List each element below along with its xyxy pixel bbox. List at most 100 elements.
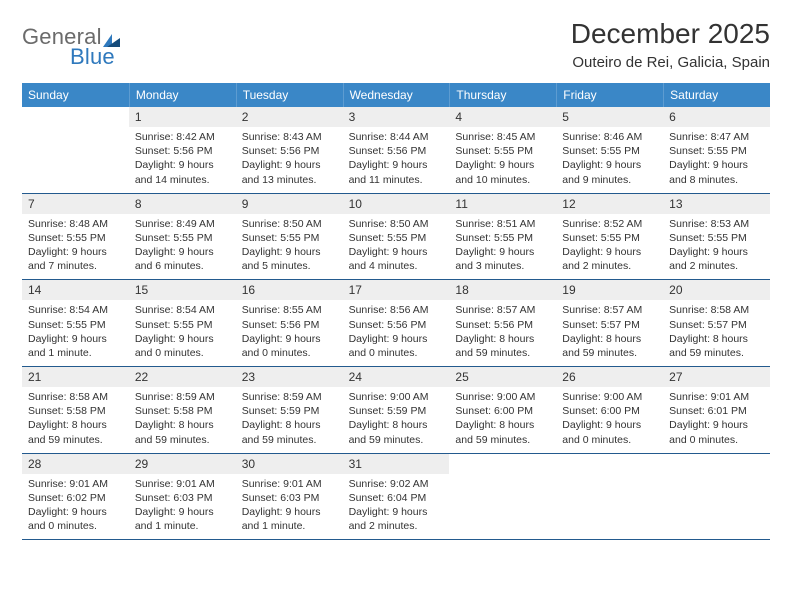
day-number: 3: [343, 107, 450, 127]
day-details: Sunrise: 8:54 AMSunset: 5:55 PMDaylight:…: [22, 303, 129, 360]
day-cell: [556, 454, 663, 540]
day-number: 29: [129, 454, 236, 474]
day-details: Sunrise: 8:52 AMSunset: 5:55 PMDaylight:…: [556, 217, 663, 274]
sunset-text: Sunset: 5:56 PM: [242, 144, 337, 158]
sunrise-text: Sunrise: 8:58 AM: [669, 303, 764, 317]
day-details: Sunrise: 8:50 AMSunset: 5:55 PMDaylight:…: [343, 217, 450, 274]
day-details: Sunrise: 8:47 AMSunset: 5:55 PMDaylight:…: [663, 130, 770, 187]
daylight-text: Daylight: 9 hours and 1 minute.: [135, 505, 230, 533]
sunrise-text: Sunrise: 8:47 AM: [669, 130, 764, 144]
daylight-text: Daylight: 9 hours and 2 minutes.: [349, 505, 444, 533]
day-cell: 14 Sunrise: 8:54 AMSunset: 5:55 PMDayligh…: [22, 280, 129, 366]
day-number: 26: [556, 367, 663, 387]
sunrise-text: Sunrise: 8:49 AM: [135, 217, 230, 231]
day-number: 27: [663, 367, 770, 387]
day-cell: 22Sunrise: 8:59 AMSunset: 5:58 PMDayligh…: [129, 367, 236, 453]
sunrise-text: Sunrise: 8:43 AM: [242, 130, 337, 144]
day-details: Sunrise: 8:46 AMSunset: 5:55 PMDaylight:…: [556, 130, 663, 187]
day-details: Sunrise: 8:44 AMSunset: 5:56 PMDaylight:…: [343, 130, 450, 187]
day-number: 25: [449, 367, 556, 387]
sunrise-text: Sunrise: 9:01 AM: [669, 390, 764, 404]
sunrise-text: Sunrise: 9:01 AM: [135, 477, 230, 491]
day-details: Sunrise: 8:59 AMSunset: 5:59 PMDaylight:…: [236, 390, 343, 447]
daylight-text: Daylight: 9 hours and 8 minutes.: [669, 158, 764, 186]
day-cell: 10Sunrise: 8:50 AMSunset: 5:55 PMDayligh…: [343, 194, 450, 280]
daylight-text: Daylight: 9 hours and 0 minutes.: [562, 418, 657, 446]
daylight-text: Daylight: 8 hours and 59 minutes.: [28, 418, 123, 446]
day-details: Sunrise: 9:02 AMSunset: 6:04 PMDaylight:…: [343, 477, 450, 534]
day-cell: 6Sunrise: 8:47 AMSunset: 5:55 PMDaylight…: [663, 107, 770, 193]
day-cell: [22, 107, 129, 193]
day-details: Sunrise: 8:53 AMSunset: 5:55 PMDaylight:…: [663, 217, 770, 274]
day-cell: 23Sunrise: 8:59 AMSunset: 5:59 PMDayligh…: [236, 367, 343, 453]
daylight-text: Daylight: 9 hours and 6 minutes.: [135, 245, 230, 273]
location-text: Outeiro de Rei, Galicia, Spain: [571, 54, 770, 71]
weekday-header: Sunday: [22, 83, 129, 107]
sunset-text: Sunset: 5:58 PM: [28, 404, 123, 418]
day-details: Sunrise: 8:55 AMSunset: 5:56 PMDaylight:…: [236, 303, 343, 360]
sunset-text: Sunset: 6:03 PM: [135, 491, 230, 505]
sunrise-text: Sunrise: 9:00 AM: [349, 390, 444, 404]
sunrise-text: Sunrise: 8:45 AM: [455, 130, 550, 144]
sunrise-text: Sunrise: 8:58 AM: [28, 390, 123, 404]
day-number: [449, 454, 556, 460]
daylight-text: Daylight: 9 hours and 2 minutes.: [562, 245, 657, 273]
day-number: 14: [22, 280, 129, 300]
day-cell: 21 Sunrise: 8:58 AMSunset: 5:58 PMDayligh…: [22, 367, 129, 453]
daylight-text: Daylight: 9 hours and 1 minute.: [28, 332, 123, 360]
day-details: Sunrise: 8:48 AMSunset: 5:55 PMDaylight:…: [22, 217, 129, 274]
sunrise-text: Sunrise: 9:00 AM: [455, 390, 550, 404]
daylight-text: Daylight: 9 hours and 7 minutes.: [28, 245, 123, 273]
day-details: Sunrise: 8:42 AMSunset: 5:56 PMDaylight:…: [129, 130, 236, 187]
day-number: 7: [22, 194, 129, 214]
day-details: Sunrise: 8:59 AMSunset: 5:58 PMDaylight:…: [129, 390, 236, 447]
day-details: Sunrise: 8:58 AMSunset: 5:58 PMDaylight:…: [22, 390, 129, 447]
sunset-text: Sunset: 6:00 PM: [562, 404, 657, 418]
daylight-text: Daylight: 8 hours and 59 minutes.: [242, 418, 337, 446]
day-cell: 30Sunrise: 9:01 AMSunset: 6:03 PMDayligh…: [236, 454, 343, 540]
day-cell: 7 Sunrise: 8:48 AMSunset: 5:55 PMDaylight…: [22, 194, 129, 280]
day-details: Sunrise: 8:43 AMSunset: 5:56 PMDaylight:…: [236, 130, 343, 187]
topbar: GeneralBlue December 2025 Outeiro de Rei…: [22, 18, 770, 71]
sunrise-text: Sunrise: 9:01 AM: [28, 477, 123, 491]
daylight-text: Daylight: 8 hours and 59 minutes.: [669, 332, 764, 360]
sunrise-text: Sunrise: 8:54 AM: [28, 303, 123, 317]
day-details: Sunrise: 8:56 AMSunset: 5:56 PMDaylight:…: [343, 303, 450, 360]
weekday-header: Thursday: [449, 83, 556, 107]
sunrise-text: Sunrise: 8:55 AM: [242, 303, 337, 317]
weeks-container: 1Sunrise: 8:42 AMSunset: 5:56 PMDaylight…: [22, 107, 770, 540]
sunrise-text: Sunrise: 9:01 AM: [242, 477, 337, 491]
day-details: Sunrise: 8:57 AMSunset: 5:56 PMDaylight:…: [449, 303, 556, 360]
day-number: [22, 107, 129, 113]
day-cell: 5Sunrise: 8:46 AMSunset: 5:55 PMDaylight…: [556, 107, 663, 193]
sunset-text: Sunset: 6:01 PM: [669, 404, 764, 418]
day-cell: 19Sunrise: 8:57 AMSunset: 5:57 PMDayligh…: [556, 280, 663, 366]
sunset-text: Sunset: 5:55 PM: [135, 318, 230, 332]
day-cell: 28Sunrise: 9:01 AMSunset: 6:02 PMDayligh…: [22, 454, 129, 540]
daylight-text: Daylight: 9 hours and 1 minute.: [242, 505, 337, 533]
day-number: 17: [343, 280, 450, 300]
sunrise-text: Sunrise: 8:46 AM: [562, 130, 657, 144]
weekday-header-row: SundayMondayTuesdayWednesdayThursdayFrid…: [22, 83, 770, 107]
sunset-text: Sunset: 5:57 PM: [562, 318, 657, 332]
sunrise-text: Sunrise: 9:00 AM: [562, 390, 657, 404]
day-number: 18: [449, 280, 556, 300]
sunset-text: Sunset: 5:55 PM: [28, 231, 123, 245]
sunrise-text: Sunrise: 8:48 AM: [28, 217, 123, 231]
daylight-text: Daylight: 9 hours and 0 minutes.: [135, 332, 230, 360]
sunrise-text: Sunrise: 8:52 AM: [562, 217, 657, 231]
day-cell: 2Sunrise: 8:43 AMSunset: 5:56 PMDaylight…: [236, 107, 343, 193]
day-cell: [449, 454, 556, 540]
day-number: 21: [22, 367, 129, 387]
daylight-text: Daylight: 9 hours and 11 minutes.: [349, 158, 444, 186]
day-number: 31: [343, 454, 450, 474]
day-cell: 24Sunrise: 9:00 AMSunset: 5:59 PMDayligh…: [343, 367, 450, 453]
title-block: December 2025 Outeiro de Rei, Galicia, S…: [571, 18, 770, 71]
sunset-text: Sunset: 5:55 PM: [455, 144, 550, 158]
day-details: Sunrise: 8:45 AMSunset: 5:55 PMDaylight:…: [449, 130, 556, 187]
day-number: 24: [343, 367, 450, 387]
daylight-text: Daylight: 8 hours and 59 minutes.: [349, 418, 444, 446]
sunset-text: Sunset: 5:55 PM: [28, 318, 123, 332]
sunset-text: Sunset: 5:55 PM: [562, 231, 657, 245]
sunset-text: Sunset: 5:56 PM: [242, 318, 337, 332]
